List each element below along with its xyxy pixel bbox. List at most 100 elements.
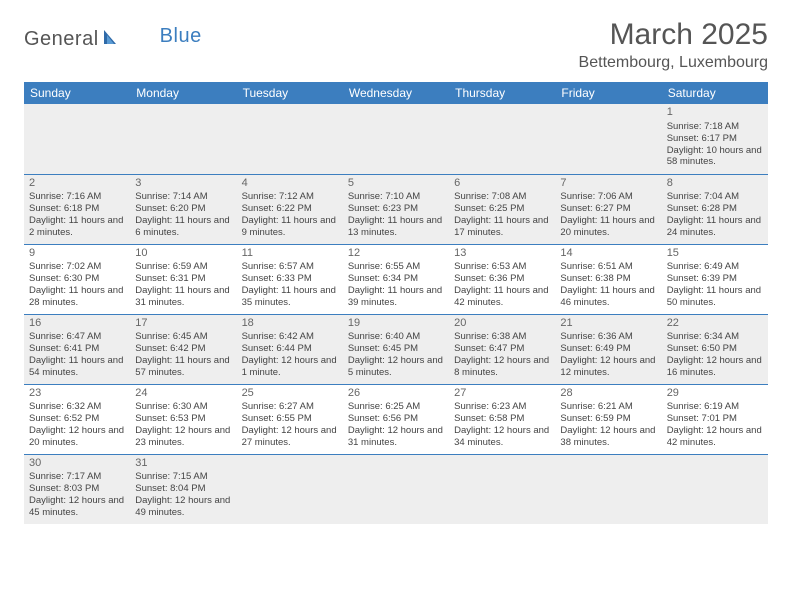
sunset-text: Sunset: 6:30 PM <box>29 273 125 285</box>
day-details: Sunrise: 7:17 AMSunset: 8:03 PMDaylight:… <box>29 471 125 519</box>
daylight-text: Daylight: 11 hours and 35 minutes. <box>242 285 338 309</box>
day-number: 9 <box>29 247 125 261</box>
sunrise-text: Sunrise: 6:38 AM <box>454 331 550 343</box>
calendar-page: General Blue March 2025 Bettembourg, Lux… <box>0 0 792 542</box>
day-cell: 4Sunrise: 7:12 AMSunset: 6:22 PMDaylight… <box>237 174 343 244</box>
day-cell: 15Sunrise: 6:49 AMSunset: 6:39 PMDayligh… <box>662 244 768 314</box>
day-details: Sunrise: 6:38 AMSunset: 6:47 PMDaylight:… <box>454 331 550 379</box>
col-sunday: Sunday <box>24 82 130 104</box>
sunrise-text: Sunrise: 7:18 AM <box>667 121 763 133</box>
daylight-text: Daylight: 11 hours and 20 minutes. <box>560 215 656 239</box>
daylight-text: Daylight: 12 hours and 16 minutes. <box>667 355 763 379</box>
sunrise-text: Sunrise: 6:49 AM <box>667 261 763 273</box>
day-cell: 25Sunrise: 6:27 AMSunset: 6:55 PMDayligh… <box>237 384 343 454</box>
day-number: 11 <box>242 247 338 261</box>
day-details: Sunrise: 7:08 AMSunset: 6:25 PMDaylight:… <box>454 191 550 239</box>
day-details: Sunrise: 6:36 AMSunset: 6:49 PMDaylight:… <box>560 331 656 379</box>
daylight-text: Daylight: 12 hours and 38 minutes. <box>560 425 656 449</box>
sunset-text: Sunset: 6:53 PM <box>135 413 231 425</box>
page-title: March 2025 <box>579 18 768 52</box>
sunrise-text: Sunrise: 7:02 AM <box>29 261 125 273</box>
col-thursday: Thursday <box>449 82 555 104</box>
day-details: Sunrise: 6:19 AMSunset: 7:01 PMDaylight:… <box>667 401 763 449</box>
col-monday: Monday <box>130 82 236 104</box>
day-cell: 6Sunrise: 7:08 AMSunset: 6:25 PMDaylight… <box>449 174 555 244</box>
day-cell: 2Sunrise: 7:16 AMSunset: 6:18 PMDaylight… <box>24 174 130 244</box>
sunset-text: Sunset: 6:33 PM <box>242 273 338 285</box>
day-number: 12 <box>348 247 444 261</box>
sunrise-text: Sunrise: 6:51 AM <box>560 261 656 273</box>
day-details: Sunrise: 6:47 AMSunset: 6:41 PMDaylight:… <box>29 331 125 379</box>
sunrise-text: Sunrise: 6:57 AM <box>242 261 338 273</box>
brand-part1: General <box>24 28 99 51</box>
day-details: Sunrise: 6:42 AMSunset: 6:44 PMDaylight:… <box>242 331 338 379</box>
day-details: Sunrise: 6:32 AMSunset: 6:52 PMDaylight:… <box>29 401 125 449</box>
sunset-text: Sunset: 6:59 PM <box>560 413 656 425</box>
sunset-text: Sunset: 6:28 PM <box>667 203 763 215</box>
day-cell: 5Sunrise: 7:10 AMSunset: 6:23 PMDaylight… <box>343 174 449 244</box>
col-wednesday: Wednesday <box>343 82 449 104</box>
day-cell: 30Sunrise: 7:17 AMSunset: 8:03 PMDayligh… <box>24 454 130 524</box>
sunrise-text: Sunrise: 6:53 AM <box>454 261 550 273</box>
sunrise-text: Sunrise: 7:06 AM <box>560 191 656 203</box>
daylight-text: Daylight: 11 hours and 9 minutes. <box>242 215 338 239</box>
day-number: 16 <box>29 317 125 331</box>
day-number: 20 <box>454 317 550 331</box>
day-cell: 17Sunrise: 6:45 AMSunset: 6:42 PMDayligh… <box>130 314 236 384</box>
sunrise-text: Sunrise: 6:59 AM <box>135 261 231 273</box>
day-cell: 19Sunrise: 6:40 AMSunset: 6:45 PMDayligh… <box>343 314 449 384</box>
day-details: Sunrise: 6:55 AMSunset: 6:34 PMDaylight:… <box>348 261 444 309</box>
daylight-text: Daylight: 12 hours and 27 minutes. <box>242 425 338 449</box>
sunrise-text: Sunrise: 6:40 AM <box>348 331 444 343</box>
day-number: 1 <box>667 106 763 120</box>
sunrise-text: Sunrise: 7:08 AM <box>454 191 550 203</box>
day-cell <box>449 104 555 174</box>
daylight-text: Daylight: 11 hours and 57 minutes. <box>135 355 231 379</box>
sunrise-text: Sunrise: 6:32 AM <box>29 401 125 413</box>
sunset-text: Sunset: 6:34 PM <box>348 273 444 285</box>
day-cell: 14Sunrise: 6:51 AMSunset: 6:38 PMDayligh… <box>555 244 661 314</box>
sunset-text: Sunset: 6:52 PM <box>29 413 125 425</box>
day-cell: 8Sunrise: 7:04 AMSunset: 6:28 PMDaylight… <box>662 174 768 244</box>
day-number: 31 <box>135 457 231 471</box>
day-cell: 22Sunrise: 6:34 AMSunset: 6:50 PMDayligh… <box>662 314 768 384</box>
sunrise-text: Sunrise: 6:47 AM <box>29 331 125 343</box>
header: General Blue March 2025 Bettembourg, Lux… <box>24 18 768 72</box>
location: Bettembourg, Luxembourg <box>579 54 768 72</box>
day-cell: 16Sunrise: 6:47 AMSunset: 6:41 PMDayligh… <box>24 314 130 384</box>
sunrise-text: Sunrise: 6:42 AM <box>242 331 338 343</box>
day-cell <box>555 104 661 174</box>
sunset-text: Sunset: 6:23 PM <box>348 203 444 215</box>
week-row: 23Sunrise: 6:32 AMSunset: 6:52 PMDayligh… <box>24 384 768 454</box>
col-saturday: Saturday <box>662 82 768 104</box>
sunrise-text: Sunrise: 6:45 AM <box>135 331 231 343</box>
daylight-text: Daylight: 11 hours and 13 minutes. <box>348 215 444 239</box>
day-details: Sunrise: 6:30 AMSunset: 6:53 PMDaylight:… <box>135 401 231 449</box>
day-number: 29 <box>667 387 763 401</box>
brand-part2: Blue <box>160 25 202 48</box>
day-cell: 1Sunrise: 7:18 AMSunset: 6:17 PMDaylight… <box>662 104 768 174</box>
day-number: 2 <box>29 177 125 191</box>
day-cell: 31Sunrise: 7:15 AMSunset: 8:04 PMDayligh… <box>130 454 236 524</box>
daylight-text: Daylight: 11 hours and 54 minutes. <box>29 355 125 379</box>
day-cell <box>343 104 449 174</box>
sunset-text: Sunset: 6:27 PM <box>560 203 656 215</box>
day-cell <box>662 454 768 524</box>
day-number: 18 <box>242 317 338 331</box>
day-cell <box>237 104 343 174</box>
day-cell <box>449 454 555 524</box>
daylight-text: Daylight: 12 hours and 12 minutes. <box>560 355 656 379</box>
day-number: 7 <box>560 177 656 191</box>
day-cell <box>237 454 343 524</box>
sunset-text: Sunset: 6:56 PM <box>348 413 444 425</box>
sunrise-text: Sunrise: 7:04 AM <box>667 191 763 203</box>
day-cell <box>130 104 236 174</box>
daylight-text: Daylight: 11 hours and 2 minutes. <box>29 215 125 239</box>
day-number: 30 <box>29 457 125 471</box>
sunset-text: Sunset: 7:01 PM <box>667 413 763 425</box>
sunrise-text: Sunrise: 6:55 AM <box>348 261 444 273</box>
sunrise-text: Sunrise: 7:10 AM <box>348 191 444 203</box>
sunrise-text: Sunrise: 7:16 AM <box>29 191 125 203</box>
daylight-text: Daylight: 11 hours and 24 minutes. <box>667 215 763 239</box>
day-cell: 9Sunrise: 7:02 AMSunset: 6:30 PMDaylight… <box>24 244 130 314</box>
